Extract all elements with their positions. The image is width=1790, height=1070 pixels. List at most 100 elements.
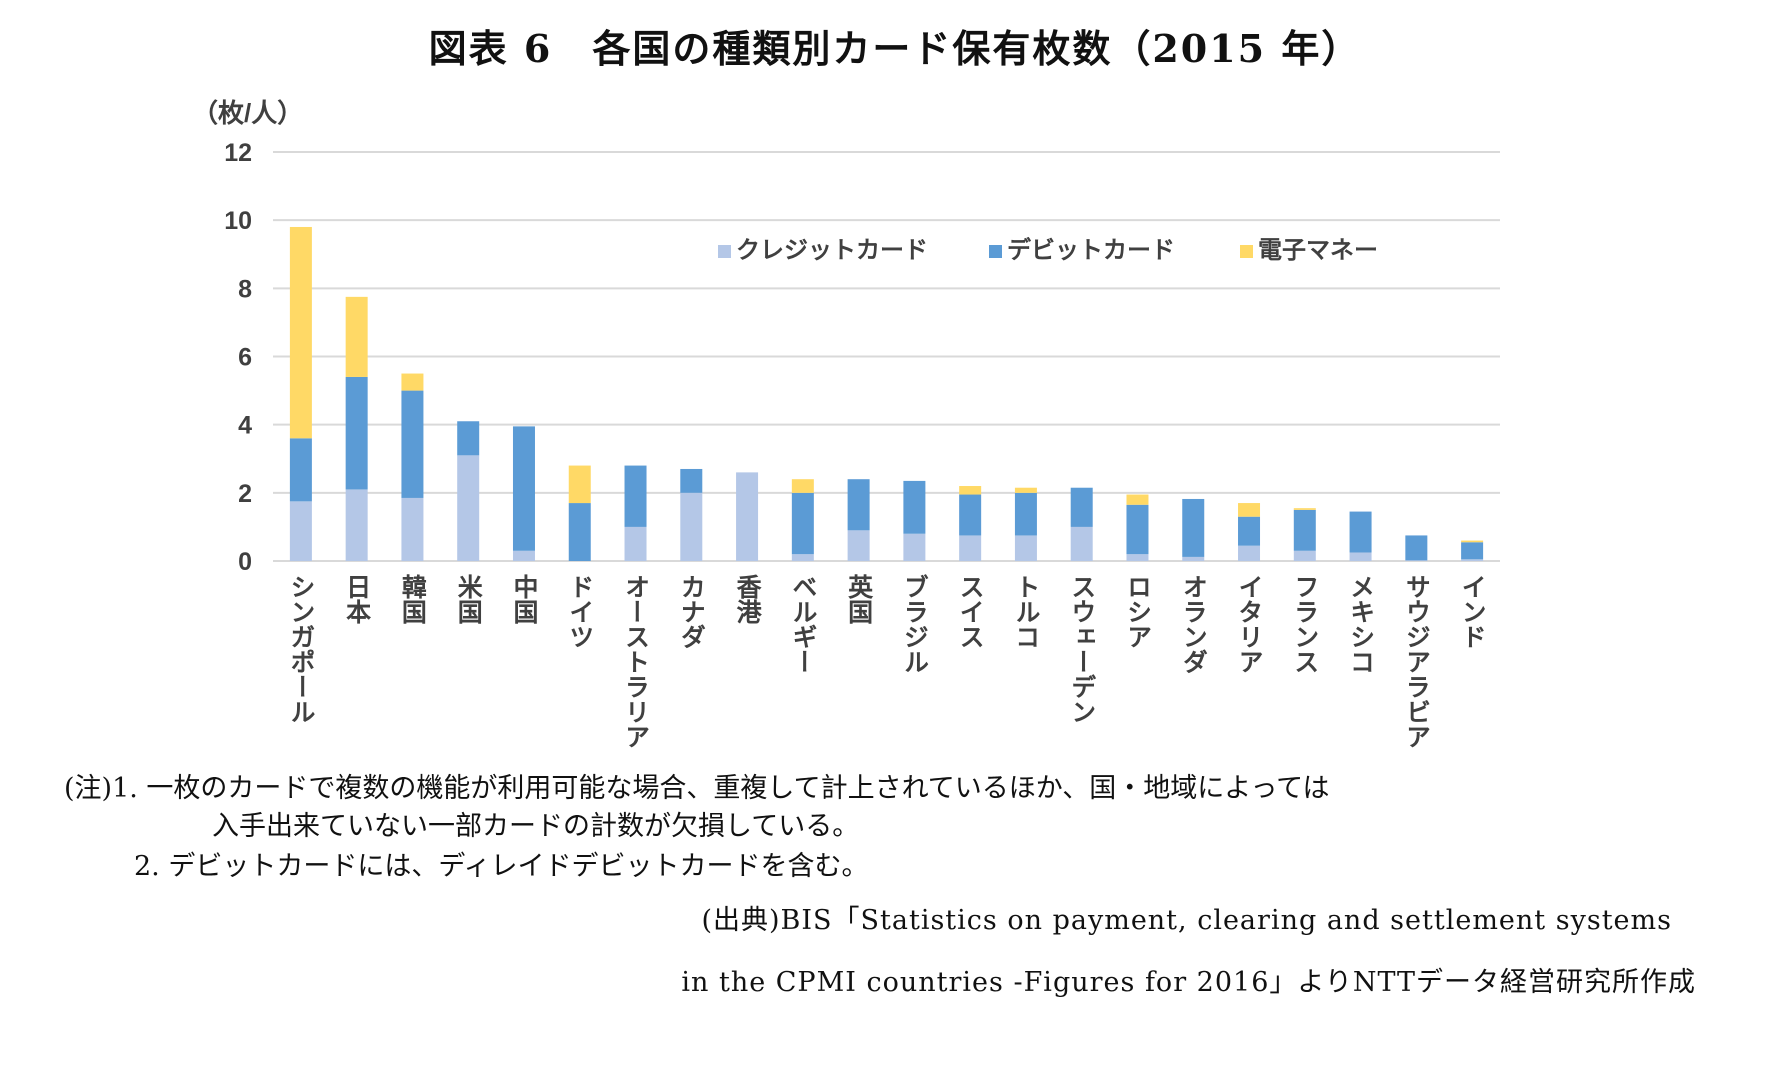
legend-label: デビットカード [1007, 236, 1175, 264]
x-tick-label: 香港 [733, 574, 762, 624]
bar-segment-2 [568, 465, 591, 504]
x-tick-label: フランス [1291, 574, 1319, 674]
bars [289, 226, 1484, 561]
bar-segment-1 [401, 390, 424, 498]
bar-segment-0 [1293, 550, 1316, 561]
bar-segment-2 [289, 226, 312, 439]
bar-segment-1 [512, 426, 535, 551]
bar-segment-1 [903, 480, 926, 534]
bar-segment-0 [903, 533, 926, 561]
bar-segment-1 [959, 494, 982, 536]
x-tick-label: イタリア [1235, 574, 1263, 674]
legend-swatch [989, 245, 1002, 258]
bar-segment-0 [1349, 552, 1372, 561]
x-tick-label: 韓国 [398, 574, 427, 624]
bar-segment-0 [791, 554, 814, 561]
x-tick-label: カナダ [677, 574, 705, 649]
legend-label: クレジットカード [736, 237, 928, 264]
bar-segment-1 [1238, 516, 1261, 546]
bar-segment-1 [1070, 487, 1093, 527]
y-tick-label: 10 [224, 207, 252, 235]
bar-segment-0 [624, 526, 647, 561]
x-axis-labels: シンガポール 日本 韓国 米国 中国 ドイツ オーストラリア カナダ 香港 ベルギー 英国 ブラジルス… [287, 573, 1486, 749]
source-line-1: (出典)BIS「Statistics on payment, clearing … [701, 905, 1672, 936]
bar-segment-2 [1126, 494, 1149, 505]
bar-segment-1 [1405, 535, 1428, 561]
x-tick-label: オーストラリア [622, 574, 650, 749]
x-tick-label: 米国 [454, 574, 483, 624]
note-1-line-2: 入手出来ていない一部カードの計数が欠損している。 [212, 811, 860, 842]
y-tick-label: 6 [238, 344, 252, 372]
x-tick-label: スイス [956, 574, 984, 649]
bar-segment-1 [568, 503, 591, 561]
x-tick-label: トルコ [1012, 574, 1040, 649]
bar-segment-0 [345, 489, 368, 561]
x-tick-label: ロシア [1123, 574, 1151, 649]
x-tick-label: ベルギー [789, 574, 817, 674]
bar-segment-1 [791, 492, 814, 555]
y-tick-label: 4 [238, 412, 252, 440]
bar-segment-0 [680, 492, 703, 561]
bar-segment-0 [1461, 559, 1484, 561]
bar-segment-2 [791, 479, 814, 493]
bar-segment-1 [457, 421, 480, 456]
note-2: 2. デビットカードには、ディレイドデビットカードを含む。 [134, 851, 869, 882]
bar-segment-0 [1014, 535, 1037, 561]
x-tick-label: ドイツ [566, 574, 594, 649]
bar-segment-0 [512, 550, 535, 561]
bar-segment-0 [401, 497, 424, 561]
bar-segment-2 [1014, 487, 1037, 493]
y-tick-label: 2 [238, 480, 252, 508]
bar-segment-1 [1293, 509, 1316, 551]
bar-segment-0 [959, 535, 982, 561]
x-tick-label: 英国 [845, 574, 874, 624]
bar-segment-0 [1238, 545, 1261, 561]
bar-segment-0 [457, 455, 480, 561]
bar-segment-1 [680, 468, 703, 493]
bar-segment-0 [1182, 556, 1205, 561]
bar-segment-1 [847, 479, 870, 531]
y-tick-label: 0 [238, 548, 252, 576]
bar-segment-0 [1405, 560, 1428, 561]
bar-segment-1 [1014, 492, 1037, 536]
x-tick-label: オランダ [1179, 574, 1207, 674]
x-tick-label: 日本 [343, 574, 372, 624]
y-axis-label: （枚/人） [192, 98, 303, 128]
bar-segment-1 [624, 465, 647, 527]
x-tick-label: 中国 [510, 574, 538, 624]
note-1-line-1: (注)1. 一枚のカードで複数の機能が利用可能な場合、重複して計上されているほか… [64, 773, 1330, 804]
gridlines [273, 151, 1500, 562]
legend-swatch [1240, 245, 1253, 258]
x-tick-label: ブラジル [900, 573, 928, 674]
legend-label: 電子マネー [1258, 237, 1378, 264]
y-tick-label: 12 [224, 139, 252, 167]
bar-segment-2 [345, 296, 368, 377]
bar-segment-1 [345, 376, 368, 490]
x-tick-label: メキシコ [1347, 574, 1375, 674]
bar-segment-0 [289, 501, 312, 561]
source-line-2: in the CPMI countries -Figures for 2016」… [681, 967, 1696, 998]
figure-title: 図表 6 各国の種類別カード保有枚数（2015 年） [428, 26, 1362, 71]
x-tick-label: スウェーデン [1068, 574, 1096, 724]
x-tick-label: サウジアラビア [1402, 574, 1430, 749]
bar-segment-0 [847, 530, 870, 561]
bar-segment-1 [1126, 504, 1149, 555]
bar-segment-0 [1070, 526, 1093, 561]
bar-segment-0 [1126, 554, 1149, 561]
bar-segment-0 [736, 472, 759, 561]
bar-segment-1 [1182, 498, 1205, 557]
bar-segment-2 [1238, 503, 1261, 517]
x-tick-label: シンガポール [287, 574, 315, 724]
y-tick-label: 8 [238, 275, 252, 303]
bar-segment-1 [1349, 511, 1372, 553]
stacked-bar-chart: （枚/人） 0 2 4 6 8 10 12 シンガポール 日本 韓国 米国 中国 ドイツ オーストラリア… [192, 98, 1500, 749]
legend-swatch [718, 245, 731, 258]
x-tick-label: インド [1458, 574, 1486, 649]
bar-segment-1 [289, 438, 312, 502]
bar-segment-2 [401, 373, 424, 391]
bar-segment-2 [1461, 540, 1484, 543]
bar-segment-1 [1461, 542, 1484, 560]
legend: クレジットカード デビットカード 電子マネー [718, 236, 1378, 264]
y-axis-ticks: 0 2 4 6 8 10 12 [224, 139, 252, 576]
bar-segment-2 [1293, 508, 1316, 510]
